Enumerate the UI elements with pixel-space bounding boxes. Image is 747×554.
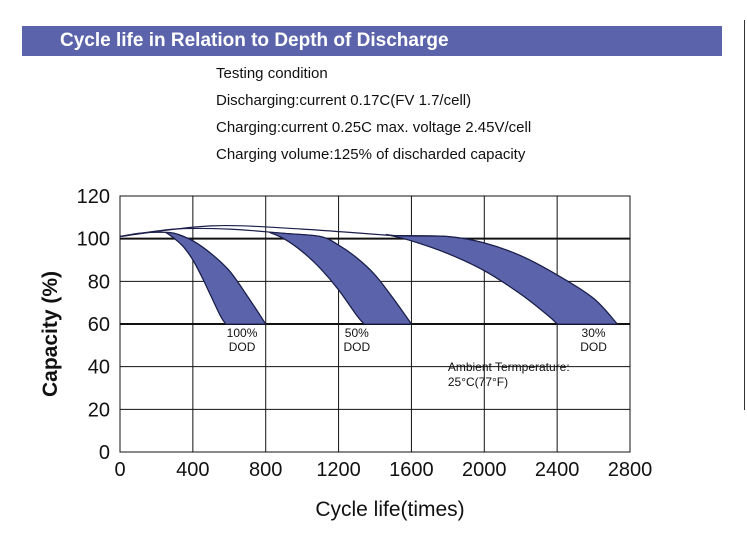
x-tick-label-800: 800 xyxy=(249,459,282,481)
dod-label-2-line-1: 50% xyxy=(345,326,369,340)
dod-label-3-line-1: 30% xyxy=(582,326,606,340)
discharging-condition: Discharging:current 0.17C(FV 1.7/cell) xyxy=(216,92,472,109)
y-tick-label-120: 120 xyxy=(77,186,110,208)
dod-label-1-line-2: DOD xyxy=(229,340,256,354)
charging-condition: Charging:current 0.25C max. voltage 2.45… xyxy=(216,119,532,136)
dod-label-1-line-1: 100% xyxy=(227,326,258,340)
x-axis-title: Cycle life(times) xyxy=(315,498,464,521)
page-edge-line xyxy=(744,20,745,410)
y-tick-label-60: 60 xyxy=(88,314,110,336)
x-tick-label-0: 0 xyxy=(114,459,125,481)
dod-label-3-line-2: DOD xyxy=(580,340,607,354)
band-layer xyxy=(165,231,619,325)
lower-curve-2 xyxy=(269,231,365,325)
x-tick-label-1600: 1600 xyxy=(389,459,434,481)
lower-curve-1 xyxy=(165,231,227,325)
y-tick-label-80: 80 xyxy=(88,271,110,293)
x-tick-label-1200: 1200 xyxy=(316,459,361,481)
curve-layer xyxy=(119,224,618,325)
band-1 xyxy=(165,231,267,325)
ambient-temperature-line-2: 25°C(77°F) xyxy=(448,375,508,389)
x-tick-label-2400: 2400 xyxy=(535,459,580,481)
charging-volume-condition: Charging volume:125% of discharded capac… xyxy=(216,146,526,163)
y-tick-label-20: 20 xyxy=(88,399,110,421)
upper-curve-2 xyxy=(119,227,412,325)
x-tick-label-400: 400 xyxy=(176,459,209,481)
lower-curve-3 xyxy=(385,233,558,325)
ambient-temperature-line-1: Ambient Termperature: xyxy=(448,360,570,374)
dod-label-2-line-2: DOD xyxy=(343,340,370,354)
chart-title-bar: Cycle life in Relation to Depth of Disch… xyxy=(22,26,722,56)
y-tick-label-0: 0 xyxy=(99,442,110,464)
y-axis-title: Capacity (%) xyxy=(39,271,62,397)
y-tick-label-40: 40 xyxy=(88,357,110,379)
chart-title: Cycle life in Relation to Depth of Disch… xyxy=(60,30,449,51)
y-tick-label-100: 100 xyxy=(77,229,110,251)
x-tick-label-2000: 2000 xyxy=(462,459,507,481)
testing-condition-heading: Testing condition xyxy=(216,65,328,82)
testing-conditions: Testing condition Discharging:current 0.… xyxy=(216,60,531,168)
upper-curve-3 xyxy=(119,224,618,325)
x-tick-label-2800: 2800 xyxy=(608,459,653,481)
